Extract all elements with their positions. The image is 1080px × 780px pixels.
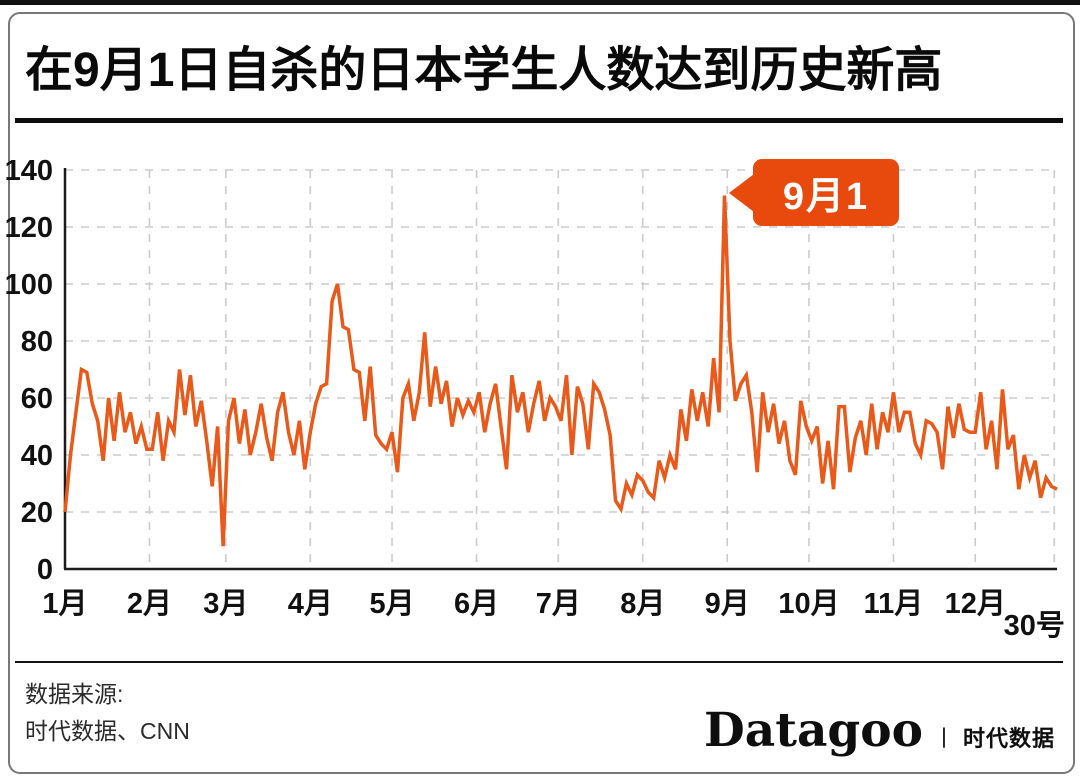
x-tick-label: 7月 (536, 588, 581, 620)
y-tick-label: 20 (21, 497, 53, 529)
x-tick-label: 6月 (454, 588, 499, 620)
y-tick-label: 120 (5, 212, 53, 244)
callout-arrow-icon (729, 174, 754, 212)
page-title: 在9月1日自杀的日本学生人数达到历史新高 (25, 44, 943, 97)
title-underline (15, 118, 1063, 123)
peak-callout-label: 9月1 (782, 176, 870, 218)
peak-callout: 9月1 (729, 159, 899, 226)
x-tick-label: 12月 (945, 588, 1006, 620)
x-tick-label: 11月 (864, 588, 924, 620)
source-block: 数据来源: 时代数据、CNN (25, 676, 190, 750)
x-tick-label: 5月 (369, 588, 414, 620)
y-tick-label: 80 (21, 326, 53, 358)
logo-separator: 丨 (932, 726, 955, 751)
y-tick-label: 100 (5, 269, 53, 301)
y-tick-label: 0 (37, 554, 53, 586)
x-tick-label: 4月 (288, 588, 333, 620)
x-tick-label: 10月 (778, 588, 839, 620)
x-tick-label: 9月 (705, 588, 750, 620)
top-border-bar (0, 0, 1080, 5)
x-tick-label: 1月 (42, 588, 87, 620)
x-end-label: 30号 (1004, 610, 1065, 642)
footer-divider (15, 661, 1063, 663)
brand-logo: Datagoo 丨 时代数据 (704, 700, 1055, 762)
x-tick-label: 8月 (620, 588, 665, 620)
logo-wordmark: Datagoo (704, 703, 923, 758)
source-value: 时代数据、CNN (25, 718, 190, 744)
y-tick-label: 40 (21, 440, 53, 472)
source-label: 数据来源: (25, 681, 124, 707)
y-tick-label: 60 (21, 383, 53, 415)
y-tick-label: 140 (5, 155, 53, 187)
x-tick-label: 3月 (203, 588, 248, 620)
data-line (63, 195, 1058, 547)
logo-suffix: 时代数据 (962, 726, 1055, 751)
x-tick-label: 2月 (127, 588, 172, 620)
